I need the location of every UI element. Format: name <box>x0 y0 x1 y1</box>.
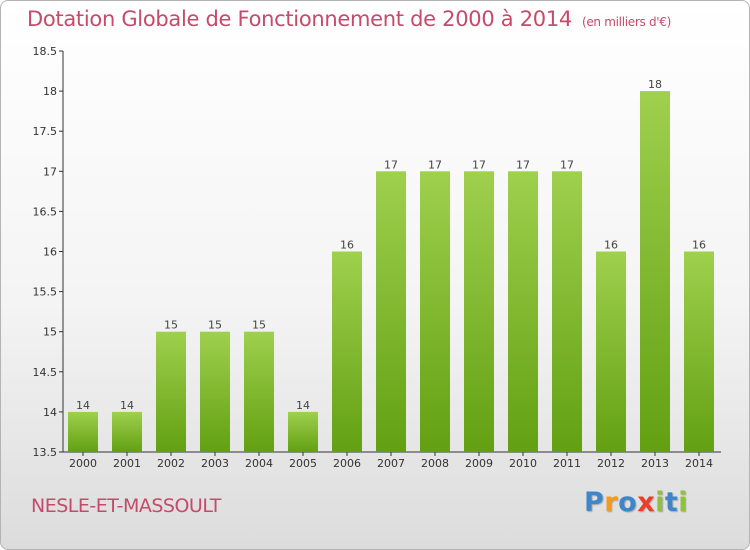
bar <box>464 171 494 453</box>
logo-letter: i <box>655 487 665 518</box>
data-label: 17 <box>384 158 398 171</box>
y-tick-label: 15.5 <box>33 286 58 299</box>
x-tick-label: 2002 <box>157 457 185 470</box>
bar <box>244 331 274 452</box>
bar <box>288 411 318 452</box>
data-label: 14 <box>120 399 134 412</box>
y-tick-label: 16.5 <box>33 205 58 218</box>
data-label: 14 <box>76 399 90 412</box>
bar <box>552 171 582 453</box>
data-label: 15 <box>252 319 266 332</box>
chart-title: Dotation Globale de Fonctionnement de 20… <box>27 7 671 31</box>
logo-letter: P <box>584 487 605 518</box>
logo-letter: r <box>604 487 619 518</box>
x-tick-label: 2013 <box>641 457 669 470</box>
x-tick-label: 2000 <box>69 457 97 470</box>
y-tick-label: 15 <box>43 326 57 339</box>
data-label: 17 <box>428 158 442 171</box>
y-tick-label: 18 <box>43 85 57 98</box>
logo-letter: i <box>678 487 689 518</box>
logo-letter: t <box>664 487 679 518</box>
data-label: 18 <box>648 78 662 91</box>
data-label: 17 <box>472 158 486 171</box>
data-label: 15 <box>164 319 178 332</box>
y-tick-label: 18.5 <box>33 45 58 58</box>
bar <box>112 411 142 452</box>
x-tick-label: 2007 <box>377 457 405 470</box>
bar <box>376 171 406 453</box>
x-tick-label: 2011 <box>553 457 581 470</box>
x-tick-label: 2005 <box>289 457 317 470</box>
bar <box>596 251 626 452</box>
x-axis: 2000 2001 2002 2003 2004 2005 2006 2007 2008 2009… <box>63 451 721 470</box>
y-tick-label: 14 <box>43 406 57 419</box>
data-label: 17 <box>560 158 574 171</box>
logo-letter: x <box>637 487 656 518</box>
y-axis: 13.5 14 14.5 15 15.5 16 16.5 17 17.5 18 18.5 <box>33 45 64 459</box>
data-label: 14 <box>296 399 310 412</box>
y-tick-label: 13.5 <box>33 446 58 459</box>
data-label: 16 <box>604 239 618 252</box>
x-tick-label: 2009 <box>465 457 493 470</box>
x-tick-label: 2004 <box>245 457 273 470</box>
bar <box>200 331 230 452</box>
y-tick-label: 14.5 <box>33 366 58 379</box>
bar <box>156 331 186 452</box>
bar <box>332 251 362 452</box>
data-label: 16 <box>692 239 706 252</box>
bars <box>68 91 714 453</box>
x-tick-label: 2010 <box>509 457 537 470</box>
x-tick-label: 2006 <box>333 457 361 470</box>
x-tick-label: 2008 <box>421 457 449 470</box>
x-tick-label: 2001 <box>113 457 141 470</box>
data-label: 17 <box>516 158 530 171</box>
title-text: Dotation Globale de Fonctionnement de 20… <box>27 7 572 31</box>
data-labels: 14 14 15 15 15 14 16 17 17 17 17 17 16 18 16 <box>76 78 706 412</box>
y-tick-label: 17 <box>43 165 57 178</box>
bar <box>420 171 450 453</box>
logo-letter: o <box>618 487 638 518</box>
title-unit: (en milliers d'€) <box>581 15 671 29</box>
bar <box>684 251 714 452</box>
y-tick-label: 16 <box>43 246 57 259</box>
data-label: 15 <box>208 319 222 332</box>
y-tick-label: 17.5 <box>33 125 58 138</box>
data-label: 16 <box>340 239 354 252</box>
commune-name: NESLE-ET-MASSOULT <box>31 495 221 517</box>
x-tick-label: 2012 <box>597 457 625 470</box>
x-tick-label: 2014 <box>685 457 713 470</box>
bar <box>508 171 538 453</box>
bar <box>68 411 98 452</box>
proxiti-logo: Proxiti <box>584 487 688 518</box>
x-tick-label: 2003 <box>201 457 229 470</box>
bar <box>640 91 670 452</box>
